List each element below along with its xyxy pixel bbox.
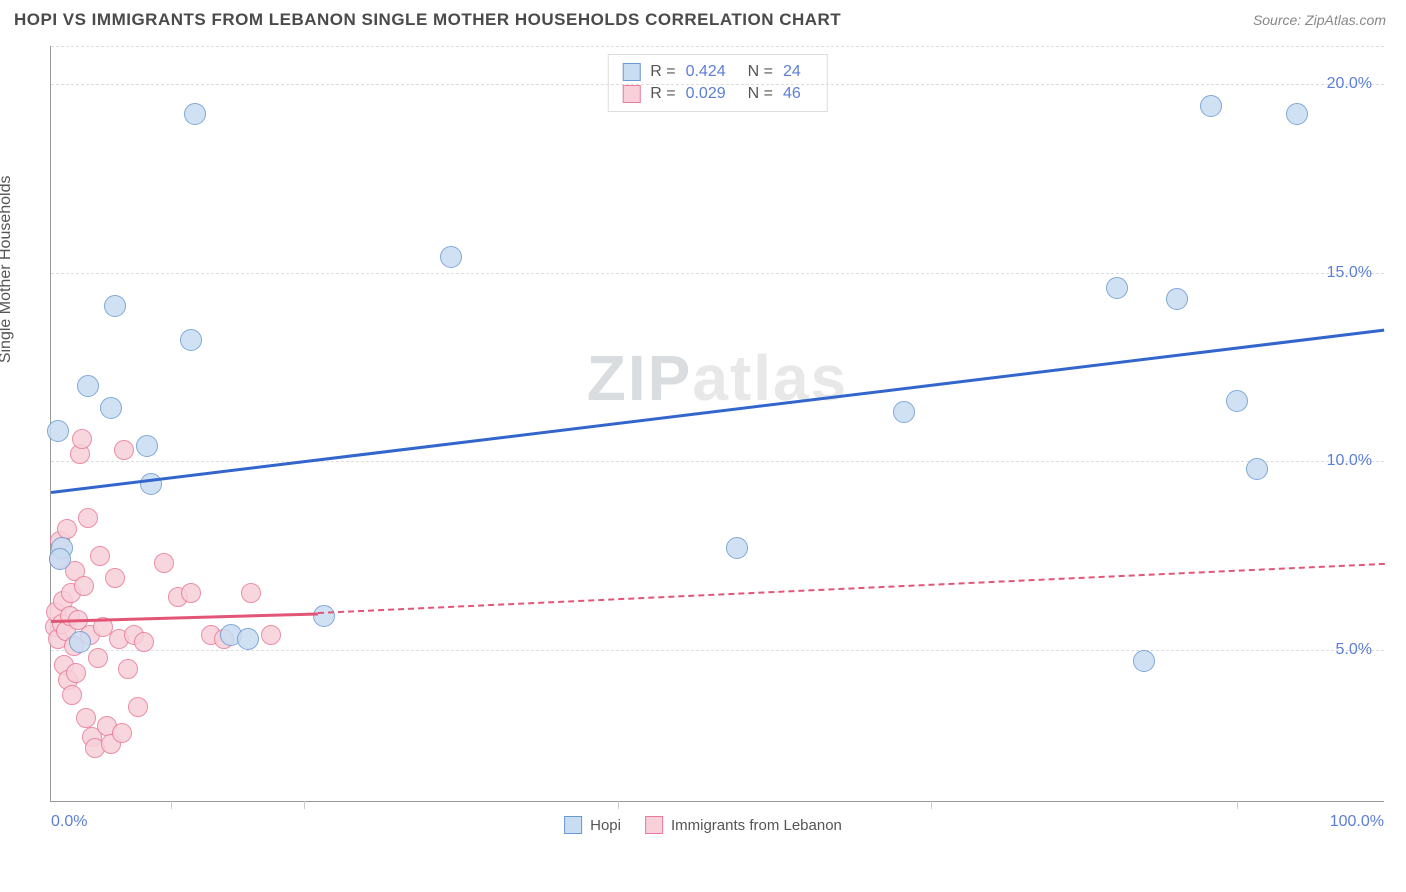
y-tick-label: 5.0% [1336, 641, 1372, 659]
hopi-point [313, 605, 335, 627]
hopi-point [180, 329, 202, 351]
grid-line-horizontal [51, 273, 1384, 274]
bottom-legend: Hopi Immigrants from Lebanon [564, 816, 842, 834]
swatch-hopi-bottom-icon [564, 816, 582, 834]
swatch-lebanon-icon [622, 85, 640, 103]
lebanon-point [72, 429, 92, 449]
r-label-2: R = [650, 85, 675, 103]
hopi-point [726, 537, 748, 559]
legend-label-hopi: Hopi [590, 817, 621, 834]
x-tick-mark [931, 801, 932, 809]
n-label-2: N = [748, 85, 773, 103]
hopi-point [1200, 95, 1222, 117]
hopi-point [100, 397, 122, 419]
hopi-point [893, 401, 915, 423]
x-tick-mark [304, 801, 305, 809]
n-label: N = [748, 63, 773, 81]
lebanon-point [90, 546, 110, 566]
lebanon-point [76, 708, 96, 728]
hopi-point [440, 246, 462, 268]
lebanon-n-value: 46 [783, 85, 801, 103]
grid-line-horizontal [51, 84, 1384, 85]
lebanon-point [112, 723, 132, 743]
trend-line [318, 563, 1384, 614]
chart-source: Source: ZipAtlas.com [1253, 12, 1386, 28]
y-axis-label: Single Mother Households [0, 175, 15, 363]
legend-label-lebanon: Immigrants from Lebanon [671, 817, 842, 834]
hopi-point [237, 628, 259, 650]
hopi-point [136, 435, 158, 457]
legend-item-hopi: Hopi [564, 816, 621, 834]
lebanon-point [88, 648, 108, 668]
trend-line [51, 329, 1384, 494]
hopi-point [47, 420, 69, 442]
lebanon-point [261, 625, 281, 645]
lebanon-point [181, 583, 201, 603]
hopi-point [1133, 650, 1155, 672]
swatch-hopi-icon [622, 63, 640, 81]
hopi-n-value: 24 [783, 63, 801, 81]
stat-row-hopi: R = 0.424 N = 24 [622, 61, 813, 83]
x-tick-label: 0.0% [51, 813, 87, 831]
r-label: R = [650, 63, 675, 81]
watermark: ZIPatlas [587, 341, 848, 415]
hopi-point [104, 295, 126, 317]
lebanon-point [154, 553, 174, 573]
x-tick-mark [171, 801, 172, 809]
lebanon-point [128, 697, 148, 717]
lebanon-point [105, 568, 125, 588]
hopi-point [69, 631, 91, 653]
grid-line-horizontal [51, 461, 1384, 462]
y-tick-label: 20.0% [1327, 75, 1372, 93]
hopi-point [184, 103, 206, 125]
lebanon-point [114, 440, 134, 460]
hopi-point [1246, 458, 1268, 480]
grid-line-horizontal [51, 650, 1384, 651]
x-tick-mark [1237, 801, 1238, 809]
hopi-point [1106, 277, 1128, 299]
hopi-point [49, 548, 71, 570]
lebanon-point [134, 632, 154, 652]
legend-item-lebanon: Immigrants from Lebanon [645, 816, 842, 834]
y-tick-label: 10.0% [1327, 452, 1372, 470]
y-tick-label: 15.0% [1327, 264, 1372, 282]
trend-line [51, 612, 318, 623]
hopi-point [77, 375, 99, 397]
lebanon-point [62, 685, 82, 705]
lebanon-point [241, 583, 261, 603]
plot-area: ZIPatlas R = 0.424 N = 24 R = 0.029 N = … [50, 46, 1384, 802]
grid-line-horizontal [51, 46, 1384, 47]
hopi-r-value: 0.424 [686, 63, 726, 81]
lebanon-point [74, 576, 94, 596]
stat-row-lebanon: R = 0.029 N = 46 [622, 83, 813, 105]
hopi-point [140, 473, 162, 495]
chart-header: HOPI VS IMMIGRANTS FROM LEBANON SINGLE M… [0, 0, 1406, 38]
lebanon-point [118, 659, 138, 679]
chart-title: HOPI VS IMMIGRANTS FROM LEBANON SINGLE M… [14, 10, 841, 30]
chart-container: Single Mother Households ZIPatlas R = 0.… [14, 38, 1392, 858]
x-tick-mark [618, 801, 619, 809]
lebanon-r-value: 0.029 [686, 85, 726, 103]
x-tick-label: 100.0% [1330, 813, 1384, 831]
hopi-point [1286, 103, 1308, 125]
swatch-lebanon-bottom-icon [645, 816, 663, 834]
lebanon-point [78, 508, 98, 528]
lebanon-point [66, 663, 86, 683]
watermark-zip: ZIP [587, 342, 693, 414]
hopi-point [1166, 288, 1188, 310]
hopi-point [1226, 390, 1248, 412]
